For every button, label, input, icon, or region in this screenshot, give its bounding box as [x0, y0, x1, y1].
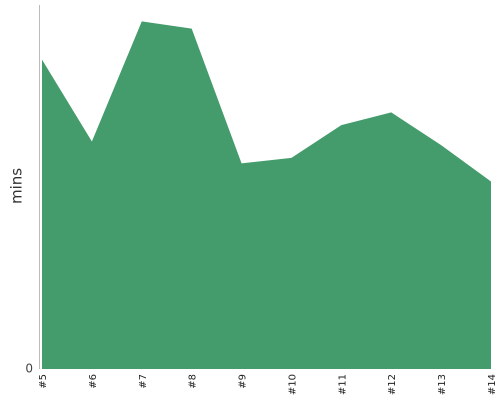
y-tick-labels: 0 — [25, 362, 33, 376]
x-tick-label: #9 — [238, 374, 249, 389]
y-tick-label: 0 — [25, 362, 33, 376]
x-tick-label: #11 — [337, 374, 348, 395]
x-tick-label: #13 — [437, 374, 448, 395]
x-tick-labels: #5 #6 #7 #8 #9 #10 #11 #12 #13 #14 — [38, 374, 498, 395]
y-axis-label: mins — [8, 168, 26, 204]
x-tick-label: #8 — [188, 374, 199, 389]
x-tick-label: #12 — [387, 374, 398, 395]
plot-area — [42, 21, 491, 369]
x-tick-label: #7 — [138, 374, 149, 389]
x-tick-label: #6 — [88, 374, 99, 389]
area-series-0 — [42, 21, 491, 369]
x-tick-label: #5 — [38, 374, 49, 389]
x-tick-label: #10 — [287, 374, 298, 395]
x-tick-label: #14 — [487, 374, 498, 395]
